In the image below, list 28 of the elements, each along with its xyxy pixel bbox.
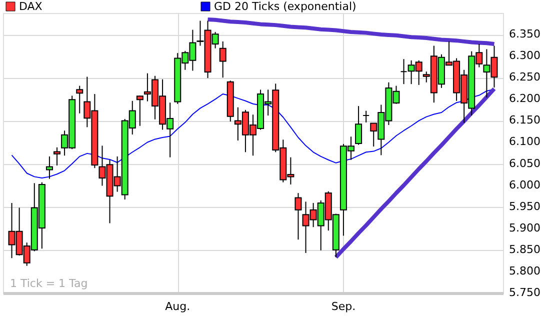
y-tick-label: 5.750 (509, 286, 540, 299)
line-series (334, 86, 496, 260)
y-tick-label: 5.800 (509, 264, 540, 278)
y-tick-label: 6.350 (509, 28, 540, 41)
candlestick (46, 156, 53, 180)
y-tick-label: 6.100 (509, 135, 540, 148)
y-tick-label: 5.900 (509, 221, 540, 234)
y-tick-label: 6.300 (509, 49, 540, 62)
line-series (206, 17, 496, 46)
y-tick-label: 6.150 (509, 114, 540, 127)
y-tick-label: 6.200 (509, 92, 540, 106)
y-tick-label: 6.050 (509, 156, 540, 170)
y-tick-label: 5.850 (509, 242, 540, 256)
candlestick (362, 110, 370, 123)
candlestick (294, 192, 302, 240)
candlestick (219, 40, 226, 78)
y-tick-label: 6.250 (509, 70, 540, 84)
candlestick (136, 95, 144, 126)
candlestick (54, 146, 60, 166)
candlestick (355, 106, 362, 146)
legend-label: GD 20 Ticks (exponential) (214, 0, 356, 13)
y-tick-label: 6.000 (509, 178, 540, 192)
candlestick (76, 85, 84, 114)
x-tick-label: Sep. (331, 300, 356, 313)
legend-label: DAX (19, 0, 43, 13)
x-tick-label: Aug. (165, 300, 190, 313)
y-tick-label: 5.950 (509, 200, 540, 213)
annotation: 1 Tick = 1 Tag (10, 277, 88, 290)
